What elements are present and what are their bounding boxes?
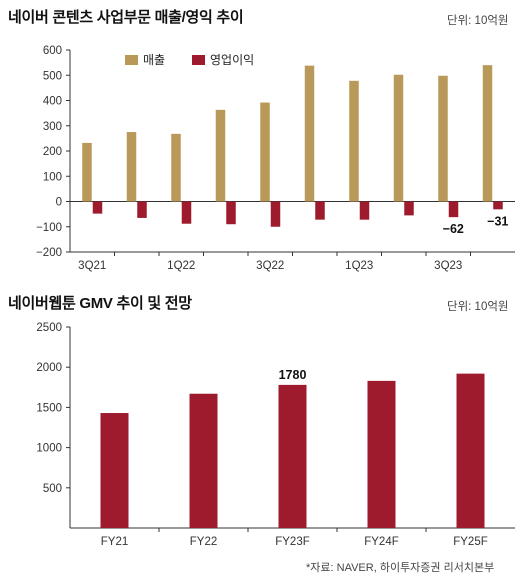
legend-label-profit: 영업이익	[210, 53, 254, 67]
legend-swatch-profit	[192, 55, 205, 65]
revenue-bar	[126, 132, 137, 202]
x-tick-label: FY24F	[364, 536, 399, 548]
y-tick-label: 400	[43, 96, 62, 108]
revenue-bar	[482, 65, 493, 202]
y-tick-label: 600	[43, 45, 62, 57]
x-tick-label: FY21	[101, 536, 129, 548]
profit-bar	[226, 201, 236, 225]
chart2-unit: 단위: 10억원	[447, 301, 509, 313]
gmv-bar	[367, 380, 396, 528]
profit-bar	[92, 201, 103, 214]
profit-bar	[404, 201, 414, 216]
y-tick-label: 300	[43, 121, 62, 133]
x-tick-label: 1Q22	[167, 260, 195, 272]
chart2-title: 네이버웹툰 GMV 추이 및 전망	[8, 295, 192, 312]
x-tick-label: FY25F	[453, 536, 488, 548]
profit-bar	[493, 201, 503, 210]
y-tick-label: 500	[43, 70, 62, 82]
y-tick-label: 200	[43, 146, 62, 158]
gmv-bar	[456, 373, 485, 528]
y-tick-label: −200	[36, 247, 62, 259]
gmv-bar	[100, 413, 129, 528]
profit-bar	[315, 201, 325, 220]
y-tick-label: 2500	[36, 322, 62, 334]
x-tick-label: 1Q23	[345, 260, 373, 272]
profit-data-label: −62	[443, 222, 464, 236]
revenue-bar	[349, 80, 359, 202]
y-tick-label: −100	[36, 222, 62, 234]
profit-bar	[359, 201, 370, 220]
chart1-title: 네이버 콘텐츠 사업부문 매출/영익 추이	[8, 9, 244, 26]
revenue-bar	[304, 65, 315, 202]
chart1-unit: 단위: 10억원	[447, 15, 509, 27]
x-tick-label: FY22	[190, 536, 218, 548]
profit-bar	[270, 201, 281, 227]
x-tick-label: 3Q22	[256, 260, 284, 272]
revenue-profit-chart: −200 −100 0 100 200 300 400 500 600 3Q21 1Q22 3Q22 1…	[36, 45, 515, 272]
x-tick-label: 3Q23	[434, 260, 462, 272]
legend-swatch-revenue	[125, 55, 138, 65]
gmv-data-label: 1780	[279, 368, 307, 382]
gmv-bar	[278, 384, 307, 528]
y-tick-label: 500	[43, 483, 62, 495]
profit-data-label: −31	[487, 214, 508, 228]
revenue-bar	[215, 109, 226, 202]
legend-label-revenue: 매출	[143, 53, 165, 67]
gmv-bar	[189, 393, 218, 528]
profit-bar	[181, 201, 192, 224]
profit-bar	[448, 201, 459, 218]
y-tick-label: 100	[43, 171, 62, 183]
revenue-bar	[260, 102, 270, 202]
y-tick-label: 0	[56, 197, 62, 209]
revenue-bar	[438, 75, 448, 202]
source-note: *자료: NAVER, 하이투자증권 리서치본부	[306, 562, 495, 574]
x-tick-label: 3Q21	[78, 260, 106, 272]
revenue-bar	[393, 74, 404, 202]
y-tick-label: 1500	[36, 402, 62, 414]
revenue-bar	[82, 142, 92, 202]
x-tick-label: FY23F	[275, 536, 310, 548]
y-tick-label: 1000	[36, 443, 62, 455]
revenue-bar	[171, 133, 181, 202]
y-tick-label: 2000	[36, 362, 62, 374]
profit-bar	[137, 201, 147, 218]
